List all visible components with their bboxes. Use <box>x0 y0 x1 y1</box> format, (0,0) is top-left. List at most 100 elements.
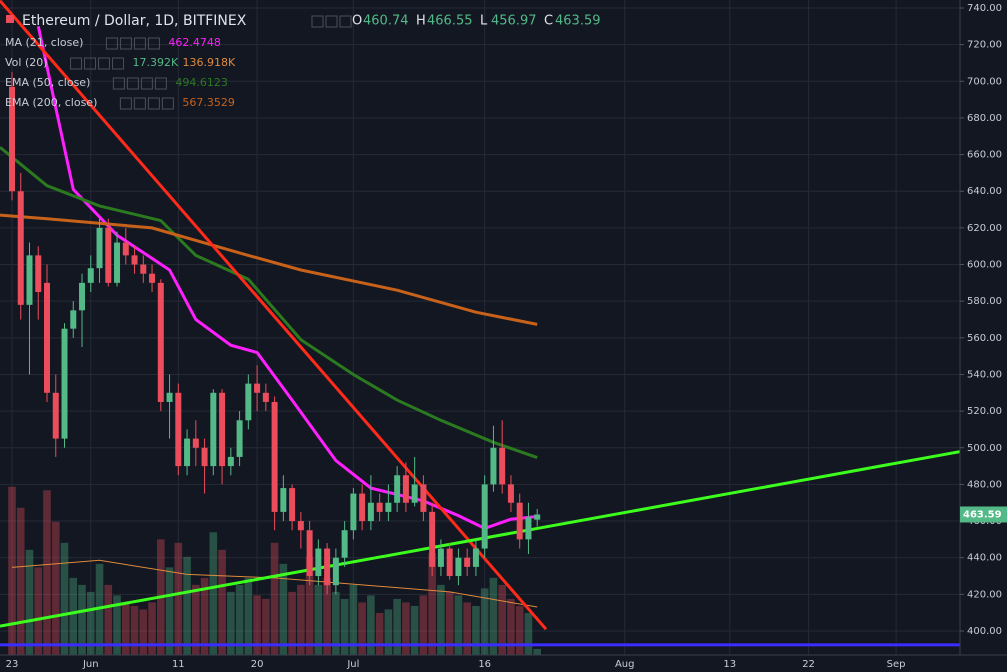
candle-body <box>210 392 217 467</box>
candle-body <box>52 392 59 439</box>
candle-body <box>490 447 497 485</box>
volume-bar <box>480 588 489 655</box>
candle-body <box>411 484 418 503</box>
legend-button[interactable] <box>161 97 174 110</box>
volume-bar <box>288 591 296 655</box>
candle-body <box>402 475 409 503</box>
y-tick-label: 660.00 <box>967 150 1002 161</box>
volume-bar <box>262 598 270 655</box>
candle-body <box>184 438 191 467</box>
volume-bar <box>340 598 349 655</box>
volume-bar <box>113 595 121 655</box>
y-tick-label: 620.00 <box>967 223 1002 234</box>
volume-bar <box>165 567 174 655</box>
y-tick-label: 680.00 <box>967 113 1002 124</box>
legend-button[interactable] <box>119 97 132 110</box>
volume-bar <box>121 602 130 655</box>
candle-body <box>341 530 348 558</box>
candle-body <box>96 227 103 269</box>
volume-bar <box>402 602 410 655</box>
legend-button[interactable] <box>133 37 146 50</box>
legend-button[interactable] <box>339 15 352 28</box>
legend-button[interactable] <box>140 77 153 90</box>
volume-bar <box>43 490 51 655</box>
price-tag-label: 463.59 <box>963 509 1002 520</box>
chart-title: Ethereum / Dollar, 1D, BITFINEX <box>22 13 247 29</box>
volume-bar <box>472 605 480 655</box>
volume-bar <box>332 591 340 655</box>
y-tick-label: 700.00 <box>967 76 1002 87</box>
candle-body <box>79 282 86 311</box>
legend-button[interactable] <box>147 37 160 50</box>
candle-body <box>227 456 234 467</box>
volume-bar <box>218 549 226 655</box>
legend-button[interactable] <box>325 15 338 28</box>
legend-value: 462.4748 <box>168 36 221 49</box>
volume-ma-line <box>11 559 538 608</box>
y-tick-label: 520.00 <box>967 406 1002 417</box>
volume-pane <box>8 486 542 655</box>
legend-button[interactable] <box>154 77 167 90</box>
candle-body <box>87 268 94 283</box>
x-tick-label: 11 <box>172 659 185 670</box>
candle-body <box>61 328 68 439</box>
ohlc-value: 456.97 <box>491 14 537 29</box>
candle-body <box>289 488 296 522</box>
indicator-line <box>0 213 538 326</box>
legend-button[interactable] <box>112 77 125 90</box>
price-axis <box>960 0 1007 672</box>
candle-body <box>306 530 313 577</box>
y-tick-label: 640.00 <box>967 186 1002 197</box>
volume-bar <box>445 591 454 655</box>
candle-body <box>376 502 383 512</box>
candle-body <box>429 511 436 567</box>
candle-body <box>437 548 444 567</box>
volume-bar <box>139 609 148 655</box>
volume-bar <box>8 486 16 655</box>
volume-bar <box>533 648 542 655</box>
legend-button[interactable] <box>84 57 97 70</box>
candles <box>8 72 541 595</box>
candle-body <box>385 502 392 512</box>
candle-body <box>420 484 427 512</box>
volume-bar <box>253 595 261 655</box>
candle-body <box>516 502 523 540</box>
price-tag <box>960 506 1007 523</box>
y-tick-label: 440.00 <box>967 553 1002 564</box>
candle-body <box>122 242 129 256</box>
candle-body <box>271 401 278 512</box>
symbol-icon <box>6 15 14 23</box>
candle-body <box>350 493 357 531</box>
legend-button[interactable] <box>311 15 324 28</box>
ohlc-value: 460.74 <box>363 14 409 29</box>
candle-body <box>507 484 514 503</box>
legend-button[interactable] <box>105 37 118 50</box>
volume-bar <box>51 521 60 655</box>
x-tick-label: 22 <box>802 659 815 670</box>
volume-bar <box>86 591 95 655</box>
legend-button[interactable] <box>133 97 146 110</box>
legend-button[interactable] <box>98 57 111 70</box>
volume-bar <box>209 532 218 655</box>
y-tick-label: 740.00 <box>967 3 1002 14</box>
legend-button[interactable] <box>70 57 83 70</box>
volume-bar <box>174 542 183 655</box>
candle-body <box>534 514 541 520</box>
legend-button[interactable] <box>119 37 132 50</box>
candle-body <box>26 255 33 305</box>
volume-bar <box>60 542 69 655</box>
volume-bar <box>34 567 43 655</box>
legend-button[interactable] <box>147 97 160 110</box>
volume-bar <box>463 602 471 655</box>
legend-button[interactable] <box>126 77 139 90</box>
legend-button[interactable] <box>112 57 125 70</box>
volume-bar <box>192 584 200 655</box>
volume-bar <box>183 556 191 655</box>
y-tick-label: 560.00 <box>967 333 1002 344</box>
x-tick-label: 23 <box>6 659 19 670</box>
candle-body <box>35 255 42 293</box>
volume-bar <box>507 598 515 655</box>
candle-body <box>297 521 304 531</box>
